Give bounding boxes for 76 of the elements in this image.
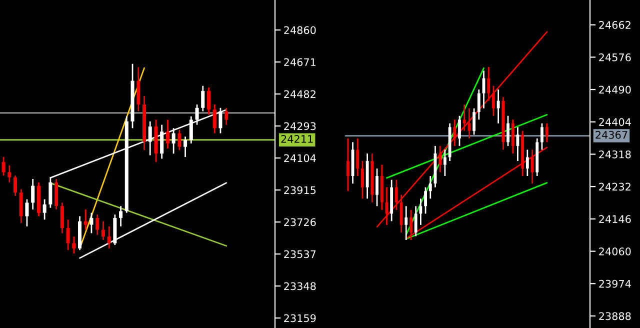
candlestick xyxy=(201,85,205,112)
y-tick-label: 24146 xyxy=(599,215,631,224)
candlestick xyxy=(453,118,456,147)
candlestick xyxy=(224,107,228,126)
candlestick xyxy=(419,198,422,226)
y-tick-label: 23537 xyxy=(284,250,316,258)
candlestick xyxy=(346,138,350,192)
y-tick-label: 24293 xyxy=(284,122,316,130)
candlestick xyxy=(90,212,94,234)
candlestick xyxy=(54,178,58,210)
candlestick xyxy=(462,104,466,132)
candlestick xyxy=(107,226,111,250)
candlestick xyxy=(101,220,105,241)
candlestick xyxy=(545,122,548,143)
candlestick xyxy=(443,149,446,177)
candlestick xyxy=(496,88,500,124)
y-tick-label: 23915 xyxy=(284,186,316,194)
y-tick-label: 24482 xyxy=(284,90,316,98)
y-tick-label: 24662 xyxy=(599,21,630,29)
candlestick xyxy=(492,85,495,117)
candlestick xyxy=(458,115,461,147)
candlestick xyxy=(472,108,476,136)
y-tick-label: 23974 xyxy=(599,280,631,288)
candlestick xyxy=(212,104,216,134)
y-tick-label: 24576 xyxy=(599,53,631,62)
candlestick xyxy=(511,118,514,154)
candlestick xyxy=(506,115,510,147)
y-tick-label: 24860 xyxy=(284,26,316,34)
candlestick xyxy=(25,198,29,228)
candlestick xyxy=(468,108,471,140)
candlestick xyxy=(414,205,418,237)
ref-line-label: 24367 xyxy=(596,130,628,139)
candlestick xyxy=(404,205,408,241)
candlestick xyxy=(136,66,140,112)
y-tick-label: 24404 xyxy=(599,118,631,126)
y-tick-label: 23888 xyxy=(599,312,631,320)
candlestick xyxy=(19,188,23,224)
candlestick xyxy=(428,175,432,200)
candlestick xyxy=(148,120,152,156)
candlestick xyxy=(540,122,544,150)
candlestick xyxy=(72,236,76,254)
y-tick-label: 23726 xyxy=(284,218,316,226)
candlestick xyxy=(8,164,12,184)
candlestick xyxy=(13,174,18,197)
candlestick xyxy=(394,179,398,211)
y-tick-label: 24671 xyxy=(284,58,316,66)
y-tick-label: 24104 xyxy=(284,154,316,162)
candlestick xyxy=(189,116,193,144)
y-tick-label: 24490 xyxy=(599,86,631,94)
candlestick xyxy=(172,127,176,154)
candlestick xyxy=(166,119,170,150)
y-tick-label: 24060 xyxy=(599,247,631,256)
candlestick xyxy=(60,202,64,234)
candlestick xyxy=(184,136,188,158)
y-tick-label: 24318 xyxy=(599,150,631,158)
candlestick xyxy=(31,178,35,210)
candlestick xyxy=(356,138,360,177)
candlestick xyxy=(361,160,364,200)
candlestick xyxy=(526,149,529,177)
candlestick xyxy=(42,198,46,220)
candlestick xyxy=(160,124,164,160)
candlestick xyxy=(2,156,6,176)
candlestick xyxy=(66,218,70,251)
candlestick xyxy=(376,168,378,207)
y-tick-label: 23159 xyxy=(284,314,316,322)
candlestick xyxy=(438,145,442,173)
candlestick xyxy=(178,129,182,151)
candlestick xyxy=(424,186,427,214)
candlestick xyxy=(96,214,100,236)
candlestick xyxy=(119,205,123,228)
candlestick xyxy=(487,66,490,102)
y-tick-label: 23348 xyxy=(284,282,316,290)
candlestick xyxy=(206,86,210,116)
y-tick-label: 24232 xyxy=(599,182,630,191)
ref-line-label: 24211 xyxy=(281,135,313,143)
candlestick xyxy=(477,88,480,120)
